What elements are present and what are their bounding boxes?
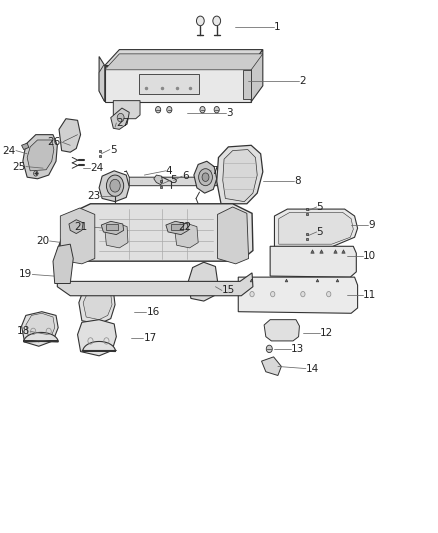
- Polygon shape: [60, 208, 95, 264]
- Text: 11: 11: [363, 289, 376, 300]
- Polygon shape: [251, 50, 263, 102]
- Polygon shape: [99, 56, 105, 102]
- Circle shape: [271, 292, 275, 297]
- Polygon shape: [154, 175, 162, 184]
- Circle shape: [250, 292, 254, 297]
- Circle shape: [197, 16, 204, 26]
- Text: 15: 15: [222, 286, 235, 295]
- Polygon shape: [166, 221, 188, 235]
- Polygon shape: [59, 119, 81, 152]
- Polygon shape: [174, 223, 198, 248]
- Circle shape: [106, 175, 124, 196]
- Text: 5: 5: [110, 144, 117, 155]
- Text: 3: 3: [226, 108, 233, 118]
- Text: 26: 26: [47, 136, 60, 147]
- Polygon shape: [279, 212, 353, 244]
- Polygon shape: [111, 108, 129, 130]
- Polygon shape: [99, 66, 105, 102]
- Text: 25: 25: [13, 161, 26, 172]
- Text: 12: 12: [320, 328, 333, 338]
- Polygon shape: [78, 320, 117, 356]
- Polygon shape: [223, 150, 257, 201]
- Circle shape: [213, 16, 221, 26]
- Polygon shape: [113, 101, 140, 119]
- Text: 8: 8: [294, 176, 301, 187]
- Circle shape: [110, 179, 120, 192]
- Polygon shape: [83, 290, 112, 320]
- Text: 19: 19: [19, 270, 32, 279]
- Text: 9: 9: [368, 220, 375, 230]
- Polygon shape: [129, 177, 219, 185]
- Bar: [106, 224, 119, 230]
- Text: 24: 24: [3, 146, 16, 156]
- Text: 24: 24: [91, 163, 104, 173]
- Text: 5: 5: [317, 202, 323, 212]
- Polygon shape: [26, 313, 55, 342]
- Circle shape: [200, 107, 205, 113]
- Circle shape: [167, 107, 172, 113]
- Circle shape: [327, 292, 331, 297]
- Text: 27: 27: [117, 118, 130, 128]
- Text: 1: 1: [274, 22, 280, 32]
- Polygon shape: [261, 357, 281, 375]
- Text: 22: 22: [178, 222, 191, 232]
- Text: 2: 2: [300, 77, 306, 86]
- Polygon shape: [82, 342, 117, 352]
- Polygon shape: [21, 312, 58, 346]
- Bar: [171, 224, 183, 230]
- Text: 13: 13: [291, 344, 304, 354]
- Circle shape: [155, 107, 161, 113]
- Circle shape: [117, 114, 124, 122]
- Text: 21: 21: [74, 222, 88, 232]
- Polygon shape: [53, 244, 73, 284]
- Text: 7: 7: [211, 166, 218, 176]
- Polygon shape: [24, 333, 58, 342]
- Bar: [139, 74, 199, 94]
- Polygon shape: [21, 143, 29, 150]
- Circle shape: [266, 345, 272, 353]
- Text: 17: 17: [144, 333, 157, 343]
- Text: 10: 10: [363, 252, 376, 261]
- Circle shape: [198, 168, 212, 185]
- Polygon shape: [23, 135, 57, 179]
- Circle shape: [202, 173, 209, 181]
- Polygon shape: [270, 246, 356, 277]
- Text: 6: 6: [182, 171, 189, 181]
- Text: 20: 20: [36, 236, 49, 246]
- Polygon shape: [238, 277, 357, 313]
- Polygon shape: [101, 221, 124, 235]
- Text: 16: 16: [146, 306, 160, 317]
- Polygon shape: [275, 209, 357, 265]
- Text: 5: 5: [317, 227, 323, 237]
- Polygon shape: [194, 161, 217, 193]
- Polygon shape: [188, 262, 218, 301]
- Text: 18: 18: [17, 326, 30, 336]
- Polygon shape: [264, 320, 300, 341]
- Text: 4: 4: [166, 166, 173, 176]
- Text: 14: 14: [306, 364, 319, 374]
- Text: 23: 23: [87, 191, 100, 201]
- Polygon shape: [27, 140, 54, 171]
- Polygon shape: [105, 54, 263, 70]
- Polygon shape: [57, 204, 253, 261]
- Polygon shape: [105, 66, 251, 102]
- Circle shape: [301, 292, 305, 297]
- Circle shape: [214, 107, 219, 113]
- Polygon shape: [218, 207, 249, 264]
- Polygon shape: [57, 271, 253, 296]
- Polygon shape: [105, 223, 128, 248]
- Polygon shape: [57, 251, 70, 282]
- Polygon shape: [217, 146, 263, 204]
- Bar: [244, 70, 251, 99]
- Polygon shape: [105, 50, 263, 66]
- Polygon shape: [69, 220, 83, 233]
- Text: 5: 5: [170, 175, 177, 185]
- Polygon shape: [99, 171, 129, 201]
- Polygon shape: [79, 287, 115, 324]
